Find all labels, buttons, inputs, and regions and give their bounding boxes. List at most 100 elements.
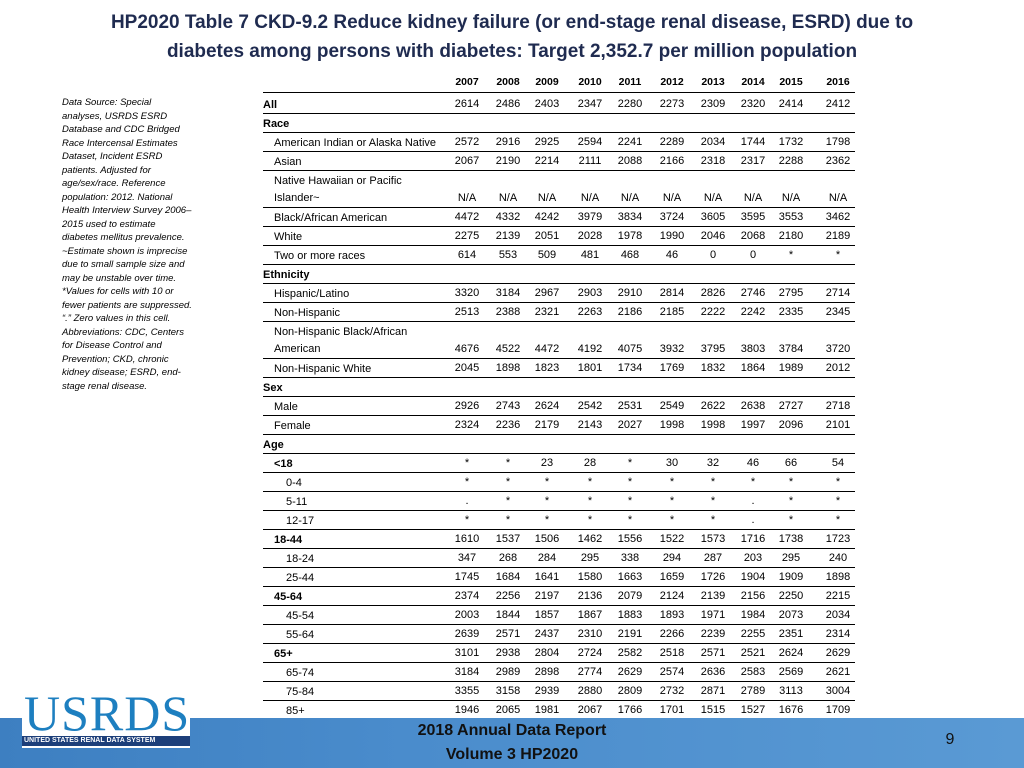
row-label: 85+ [286, 705, 305, 717]
cell: 2926 [454, 400, 480, 412]
year-header: 2010 [578, 76, 602, 88]
year-header: 2014 [741, 76, 765, 88]
row-label: 18-44 [274, 534, 303, 546]
cell: * [788, 495, 794, 507]
cell: 2569 [778, 666, 804, 678]
cell: 2967 [534, 287, 560, 299]
cell: 1990 [659, 230, 685, 242]
cell: 2214 [534, 155, 560, 167]
cell: 30 [665, 457, 679, 469]
year-header: 2016 [826, 76, 850, 88]
table-row: 65-74 3184 2989 2898 2774 2629 2574 2636 2583 256… [263, 663, 855, 682]
cell: 2345 [825, 306, 851, 318]
page-number: 9 [945, 731, 955, 748]
source-note: Data Source: Special analyses, USRDS ESR… [62, 97, 192, 392]
cell: 1801 [577, 362, 603, 374]
cell: 1610 [454, 533, 480, 545]
cell: 2636 [700, 666, 726, 678]
cell: 2079 [617, 590, 643, 602]
cell: 1832 [700, 362, 726, 374]
logo-bar [22, 736, 190, 746]
row-label: Hispanic/Latino [274, 288, 350, 300]
cell: 2003 [454, 609, 480, 621]
cell: 2638 [740, 400, 766, 412]
cell: * [669, 495, 675, 507]
cell: 4472 [454, 211, 480, 223]
cell: 2101 [825, 419, 851, 431]
cell: 3834 [617, 211, 643, 223]
cell: 2518 [659, 647, 685, 659]
footer-line1: 2018 Annual Data Report [417, 722, 607, 739]
cell: 2067 [454, 155, 480, 167]
cell: 1864 [740, 362, 766, 374]
cell: 2289 [659, 136, 685, 148]
cell: 2139 [495, 230, 521, 242]
cell: 2939 [534, 685, 560, 697]
cell: 3720 [825, 343, 851, 355]
cell: * [505, 476, 511, 488]
cell: 2774 [577, 666, 603, 678]
cell: 2197 [534, 590, 560, 602]
cell: 2732 [659, 685, 685, 697]
cell: 1515 [700, 704, 726, 716]
table-row: Native Hawaiian or Pacific Islander~ N/A N… [263, 171, 855, 208]
cell: * [464, 457, 470, 469]
cell: 3979 [577, 211, 603, 223]
cell: 4242 [534, 211, 560, 223]
table-row: Sex [263, 378, 855, 397]
row-label: Native Hawaiian or Pacific Islander~ [274, 175, 402, 204]
table-row: 75-84 3355 3158 2939 2880 2809 2732 2871 2789 311… [263, 682, 855, 701]
cell: N/A [703, 192, 723, 204]
cell: 203 [743, 552, 763, 564]
cell: 1527 [740, 704, 766, 716]
cell: 1709 [825, 704, 851, 716]
cell: 2034 [700, 136, 726, 148]
cell: * [505, 457, 511, 469]
row-label: White [274, 231, 303, 243]
cell: 1998 [659, 419, 685, 431]
cell: 2826 [700, 287, 726, 299]
cell: 2743 [495, 400, 521, 412]
cell: 1556 [617, 533, 643, 545]
cell: 1641 [534, 571, 560, 583]
cell: 1998 [700, 419, 726, 431]
cell: 1732 [778, 136, 804, 148]
cell: 2374 [454, 590, 480, 602]
table-row: White 2275 2139 2051 2028 1978 1990 2046 2068 218… [263, 227, 855, 246]
cell: 1734 [617, 362, 643, 374]
cell: 1723 [825, 533, 851, 545]
table-row: Black/African American 4472 4332 4242 3979 38… [263, 208, 855, 227]
cell: 2065 [495, 704, 521, 716]
cell: 2046 [700, 230, 726, 242]
cell: * [788, 514, 794, 526]
row-label: American Indian or Alaska Native [274, 137, 437, 149]
cell: 2012 [825, 362, 851, 374]
cell: 2034 [825, 609, 851, 621]
cell: 2789 [740, 685, 766, 697]
cell: 2583 [740, 666, 766, 678]
row-label: <18 [274, 458, 293, 470]
table-row: Two or more races 614 553 509 481 468 46 0 0 * * [263, 246, 855, 265]
cell: 2574 [659, 666, 685, 678]
cell: * [627, 457, 633, 469]
cell: 347 [457, 552, 477, 564]
cell: 2068 [740, 230, 766, 242]
cell: 2136 [577, 590, 603, 602]
cell: 1898 [495, 362, 521, 374]
cell: 2809 [617, 685, 643, 697]
cell: 2215 [825, 590, 851, 602]
row-label: 5-11 [286, 496, 308, 508]
cell: 2317 [740, 155, 766, 167]
cell: 4075 [617, 343, 643, 355]
row-label: 65-74 [286, 667, 315, 679]
cell: 468 [620, 249, 640, 261]
cell: 295 [580, 552, 600, 564]
cell: 2250 [778, 590, 804, 602]
cell: 1744 [740, 136, 766, 148]
row-label: 65+ [274, 648, 293, 660]
cell: 2898 [534, 666, 560, 678]
cell: 66 [784, 457, 798, 469]
cell: * [505, 495, 511, 507]
cell: * [835, 514, 841, 526]
cell: 3004 [825, 685, 851, 697]
